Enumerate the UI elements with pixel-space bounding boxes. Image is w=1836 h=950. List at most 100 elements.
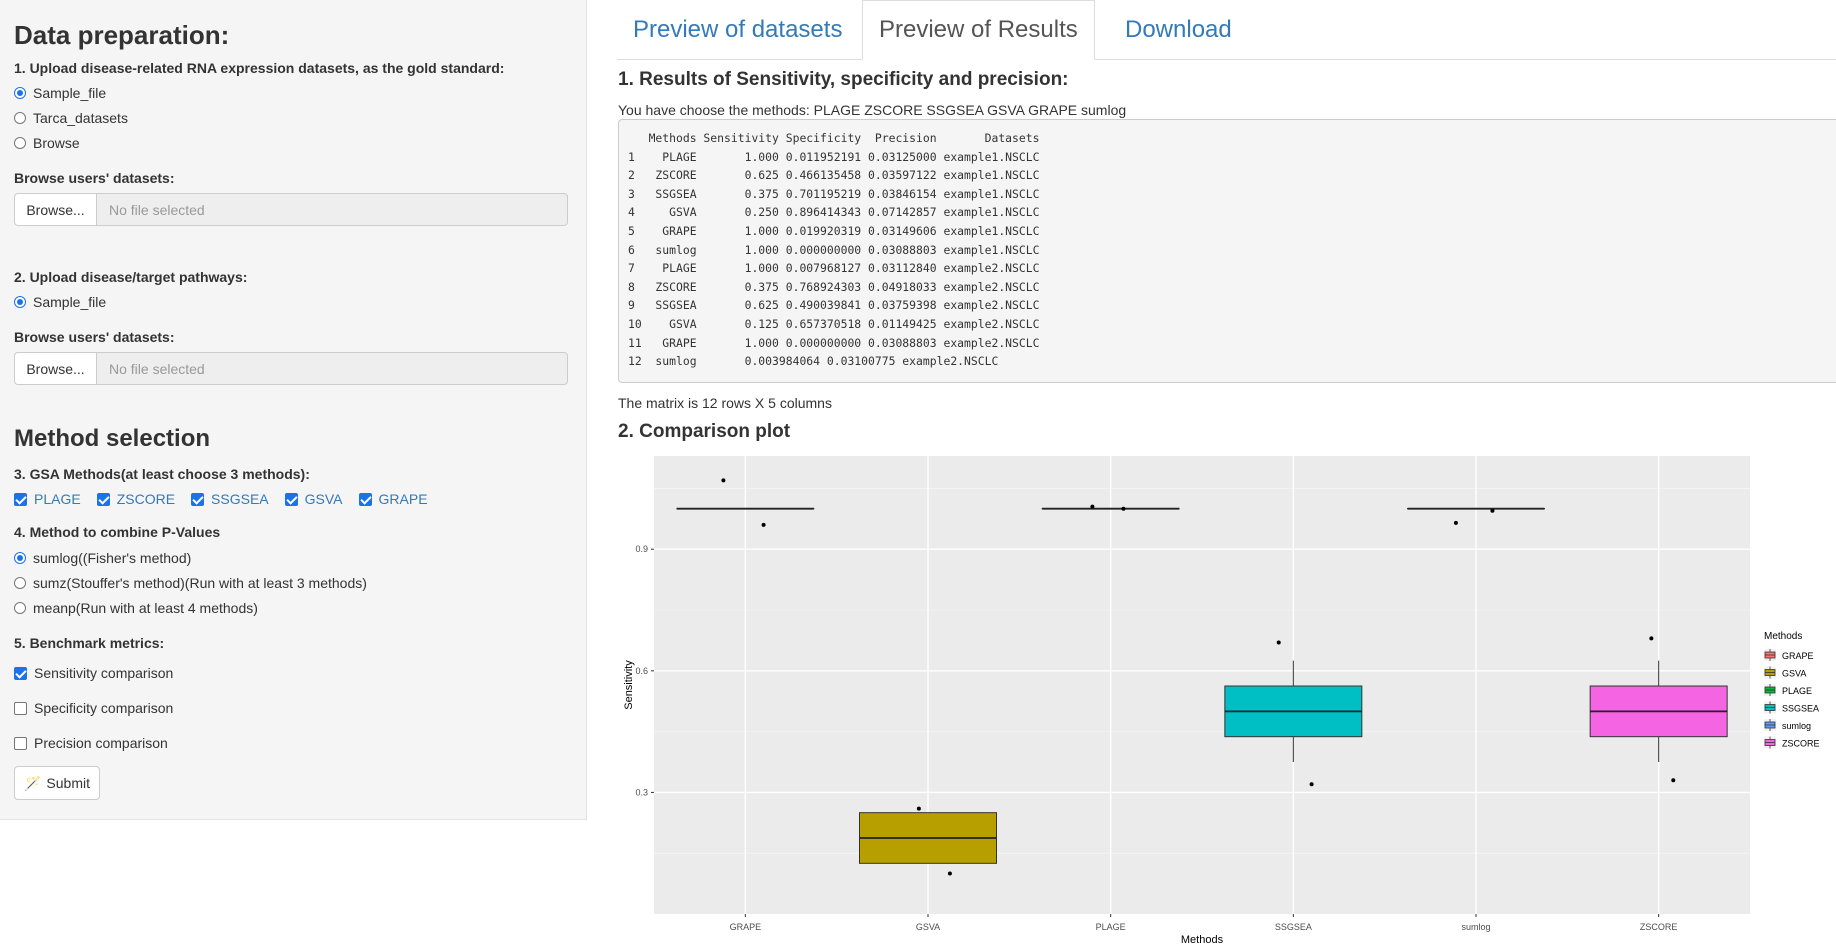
- step4-label: 4. Method to combine P-Values: [14, 524, 221, 540]
- data-point: [916, 806, 921, 811]
- data-point: [1090, 504, 1095, 509]
- x-axis-title: Methods: [1181, 934, 1224, 946]
- step1-label: 1. Upload disease-related RNA expression…: [14, 60, 505, 76]
- matrix-size-text: The matrix is 12 rows X 5 columns: [618, 395, 832, 411]
- checkbox-label: GSVA: [304, 491, 343, 507]
- data-point: [1490, 508, 1495, 513]
- checkbox[interactable]: [358, 492, 372, 506]
- radio-button[interactable]: [14, 577, 26, 589]
- file-upload-2[interactable]: Browse... No file selected: [14, 352, 568, 385]
- step2-label: 2. Upload disease/target pathways:: [14, 269, 248, 285]
- checkbox[interactable]: [96, 492, 110, 506]
- data-point: [1309, 782, 1314, 787]
- tab-preview-datasets[interactable]: Preview of datasets: [633, 15, 843, 43]
- data-prep-title: Data preparation:: [14, 20, 230, 50]
- radio-label: Sample_file: [33, 85, 107, 101]
- radio-button[interactable]: [14, 87, 26, 99]
- data-point: [721, 478, 726, 483]
- file-name-field[interactable]: No file selected: [97, 352, 568, 385]
- step5-label: 5. Benchmark metrics:: [14, 635, 165, 651]
- results-table-output: Methods Sensitivity Specificity Precisio…: [618, 119, 1836, 383]
- checkbox-label: Sensitivity comparison: [34, 665, 174, 681]
- radio-meanp[interactable]: meanp(Run with at least 4 methods): [14, 600, 258, 616]
- data-point: [1121, 506, 1126, 511]
- y-tick-label: 0.6: [635, 666, 648, 676]
- section1-title: 1. Results of Sensitivity, specificity a…: [618, 69, 1069, 90]
- checkbox-gsva[interactable]: GSVA: [284, 491, 343, 507]
- method-selection-title: Method selection: [14, 425, 211, 452]
- x-tick-label: ZSCORE: [1640, 922, 1678, 932]
- radio-button[interactable]: [14, 296, 26, 308]
- radio-pathway-sample-file[interactable]: Sample_file: [14, 294, 106, 310]
- checkbox-label: ZSCORE: [116, 491, 176, 507]
- plot-panel: [654, 456, 1750, 914]
- checkbox-plage[interactable]: PLAGE: [14, 491, 81, 507]
- radio-label: meanp(Run with at least 4 methods): [33, 600, 258, 616]
- legend-title: Methods: [1764, 631, 1802, 642]
- submit-label: Submit: [46, 775, 90, 791]
- x-tick-label: sumlog: [1461, 922, 1490, 932]
- data-point: [1276, 640, 1281, 645]
- sidebar-panel: Data preparation: 1. Upload disease-rela…: [0, 0, 587, 820]
- checkbox-zscore[interactable]: ZSCORE: [96, 491, 176, 507]
- checkbox-sensitivity[interactable]: Sensitivity comparison: [14, 665, 173, 681]
- browse-button[interactable]: Browse...: [14, 193, 97, 226]
- methods-chosen-text: You have choose the methods: PLAGE ZSCOR…: [618, 102, 1127, 118]
- submit-button[interactable]: 🪄 Submit: [14, 766, 100, 800]
- checkbox-label: Precision comparison: [34, 735, 168, 751]
- checkbox[interactable]: [14, 666, 27, 680]
- checkbox-ssgsea[interactable]: SSGSEA: [191, 491, 269, 507]
- checkbox-label: GRAPE: [378, 491, 428, 507]
- radio-label: sumlog((Fisher's method): [33, 550, 192, 566]
- legend-label: sumlog: [1782, 721, 1811, 731]
- checkbox[interactable]: [14, 736, 27, 750]
- y-tick-label: 0.3: [635, 787, 648, 797]
- x-tick-label: SSGSEA: [1275, 922, 1312, 932]
- radio-sumz[interactable]: sumz(Stouffer's method)(Run with at leas…: [14, 575, 367, 591]
- radio-sumlog[interactable]: sumlog((Fisher's method): [14, 550, 191, 566]
- legend-label: GRAPE: [1782, 651, 1814, 661]
- checkbox-label: Specificity comparison: [34, 700, 174, 716]
- tab-download[interactable]: Download: [1125, 15, 1232, 43]
- tab-preview-results[interactable]: Preview of Results: [862, 0, 1095, 60]
- data-point: [1671, 778, 1676, 783]
- file-upload-1[interactable]: Browse... No file selected: [14, 193, 568, 226]
- radio-button[interactable]: [14, 552, 26, 564]
- data-point: [761, 522, 766, 527]
- step3-label: 3. GSA Methods(at least choose 3 methods…: [14, 466, 310, 482]
- radio-button[interactable]: [14, 602, 26, 614]
- data-point: [1453, 520, 1458, 525]
- x-tick-label: PLAGE: [1096, 922, 1126, 932]
- checkbox[interactable]: [14, 701, 27, 715]
- comparison-boxplot: 0.3 0.6 0.9 GRAPE GSVA PLAGE SSGSEA sumlog ZSCOR…: [623, 456, 1820, 946]
- legend-label: GSVA: [1782, 669, 1806, 679]
- checkbox[interactable]: [191, 492, 205, 506]
- magic-wand-icon: 🪄: [23, 774, 42, 791]
- checkbox[interactable]: [284, 492, 298, 506]
- checkbox-precision[interactable]: Precision comparison: [14, 735, 168, 751]
- y-axis-title: Sensitivity: [623, 660, 635, 710]
- checkbox-grape[interactable]: GRAPE: [358, 491, 428, 507]
- radio-label: Sample_file: [33, 294, 107, 310]
- x-tick-label: GRAPE: [730, 922, 762, 932]
- legend-label: PLAGE: [1782, 686, 1812, 696]
- radio-browse[interactable]: Browse: [14, 135, 80, 151]
- radio-sample-file[interactable]: Sample_file: [14, 85, 106, 101]
- checkbox[interactable]: [14, 492, 27, 506]
- checkbox-specificity[interactable]: Specificity comparison: [14, 700, 173, 716]
- browse-label-2: Browse users' datasets:: [14, 329, 175, 345]
- legend-label: SSGSEA: [1782, 704, 1819, 714]
- section2-title: 2. Comparison plot: [618, 421, 791, 442]
- y-tick-label: 0.9: [635, 544, 648, 554]
- browse-button[interactable]: Browse...: [14, 352, 97, 385]
- checkbox-label: SSGSEA: [211, 491, 269, 507]
- x-tick-label: GSVA: [916, 922, 940, 932]
- file-name-field[interactable]: No file selected: [97, 193, 568, 226]
- checkbox-label: PLAGE: [34, 491, 81, 507]
- radio-label: Tarca_datasets: [33, 110, 128, 126]
- radio-button[interactable]: [14, 112, 26, 124]
- radio-button[interactable]: [14, 137, 26, 149]
- legend-label: ZSCORE: [1782, 739, 1820, 749]
- gsa-methods-group: PLAGE ZSCORE SSGSEA GSVA GRAPE: [14, 491, 444, 507]
- radio-tarca-datasets[interactable]: Tarca_datasets: [14, 110, 128, 126]
